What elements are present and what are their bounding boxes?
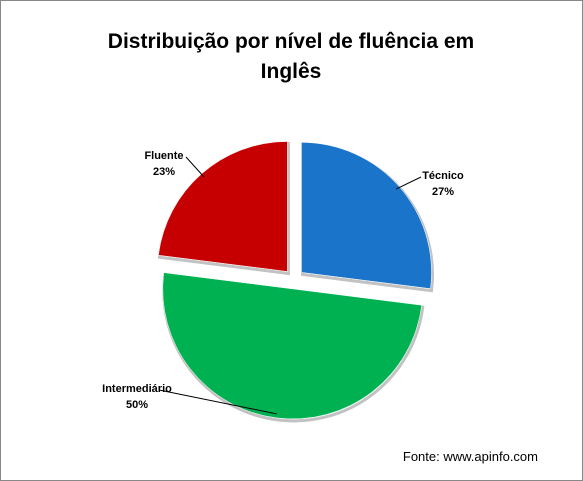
chart-title: Distribuição por nível de fluência em In… [107,30,475,83]
category-label: Fluente [144,150,183,162]
category-label: Intermediário [102,383,172,395]
category-label: Técnico [422,170,464,182]
value-label: 50% [126,399,148,411]
pie-slice [162,272,423,420]
value-label: 23% [153,166,175,178]
source-note: Fonte: www.apinfo.com [402,449,538,464]
value-label: 27% [432,186,454,198]
leader-line [158,389,278,415]
pie-slice [301,142,432,289]
leader-line [185,156,205,178]
leader-line [395,176,422,190]
